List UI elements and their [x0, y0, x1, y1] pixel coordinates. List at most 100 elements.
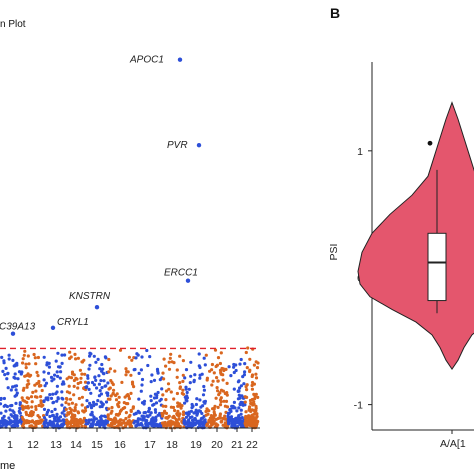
snp-point [52, 424, 56, 428]
snp-point [7, 353, 11, 357]
snp-point [186, 413, 190, 417]
snp-point [37, 379, 41, 384]
snp-point [58, 365, 62, 369]
x-tick-label: 18 [166, 439, 178, 451]
snp-point [154, 415, 158, 419]
snp-point [153, 408, 157, 412]
snp-point [104, 384, 108, 388]
snp-point [30, 400, 34, 404]
snp-point [192, 380, 196, 384]
snp-point [210, 383, 214, 387]
snp-point [55, 390, 59, 394]
snp-point [68, 397, 73, 401]
snp-point [60, 424, 64, 428]
snp-point [130, 420, 134, 424]
snp-point [72, 393, 76, 397]
snp-point [254, 360, 258, 364]
x-tick-label: 16 [114, 439, 126, 451]
snp-point [193, 423, 197, 427]
snp-point [177, 424, 182, 429]
snp-point [231, 406, 235, 410]
snp-point [245, 366, 249, 370]
gene-label-c39a13: C39A13 [0, 322, 36, 333]
snp-point [142, 411, 146, 415]
snp-point [86, 376, 90, 380]
snp-point [87, 367, 91, 371]
snp-point [45, 363, 49, 367]
snp-point [153, 392, 157, 396]
snp-point [60, 396, 64, 400]
snp-point [42, 378, 46, 382]
snp-point [227, 365, 231, 369]
snp-point [181, 379, 185, 383]
snp-point [65, 377, 69, 381]
snp-point [175, 419, 179, 423]
snp-point [152, 396, 157, 400]
snp-point [173, 423, 178, 427]
snp-point [114, 398, 119, 402]
snp-point [245, 395, 249, 399]
snp-point [158, 399, 162, 403]
snp-point [93, 375, 97, 379]
snp-point [20, 415, 24, 419]
snp-point [15, 391, 19, 395]
snp-point [84, 422, 88, 426]
snp-point [123, 421, 127, 425]
snp-point [111, 382, 115, 387]
snp-point [94, 378, 98, 382]
snp-point [225, 381, 229, 385]
snp-point [136, 353, 140, 357]
snp-point [219, 371, 223, 375]
snp-point [221, 423, 225, 427]
snp-point [245, 383, 249, 387]
snp-point [42, 407, 47, 411]
snp-point [219, 388, 224, 392]
snp-point [98, 422, 102, 426]
snp-point [146, 409, 151, 414]
snp-point [100, 362, 104, 367]
snp-point [60, 390, 64, 394]
snp-point [69, 376, 74, 380]
snp-point [3, 421, 7, 425]
snp-point [4, 366, 8, 370]
snp-point [154, 419, 158, 423]
snp-point [141, 414, 146, 418]
snp-point [217, 393, 221, 397]
snp-point [9, 420, 13, 425]
snp-point [123, 395, 127, 399]
snp-point [161, 404, 165, 408]
snp-point [248, 369, 252, 374]
snp-point [156, 413, 160, 417]
snp-point [113, 416, 117, 421]
snp-point [26, 354, 30, 358]
manhattan-title: n Plot [0, 19, 26, 30]
snp-point [35, 370, 39, 374]
snp-point [86, 374, 90, 378]
snp-point [100, 386, 104, 390]
violin-plot: B -101 PSI A/A[1 [328, 5, 474, 450]
snp-point [162, 357, 166, 361]
snp-point [36, 374, 40, 378]
snp-point [202, 384, 206, 389]
manhattan-x-label: me [0, 460, 15, 472]
snp-point [226, 424, 230, 428]
snp-point [188, 416, 192, 420]
snp-point [183, 376, 187, 380]
snp-point [3, 373, 7, 377]
snp-point [80, 372, 84, 376]
snp-point [85, 399, 89, 403]
snp-point [92, 354, 96, 358]
snp-point [146, 363, 150, 368]
snp-point [3, 403, 7, 407]
snp-point [121, 406, 125, 411]
snp-point [56, 374, 60, 378]
snp-point [90, 380, 95, 385]
snp-point [161, 414, 165, 418]
snp-point [172, 397, 176, 401]
snp-point [216, 389, 220, 393]
snp-point [173, 408, 177, 413]
snp-point [38, 420, 42, 424]
snp-point [78, 368, 82, 372]
snp-point [24, 366, 28, 370]
snp-point [6, 372, 10, 376]
